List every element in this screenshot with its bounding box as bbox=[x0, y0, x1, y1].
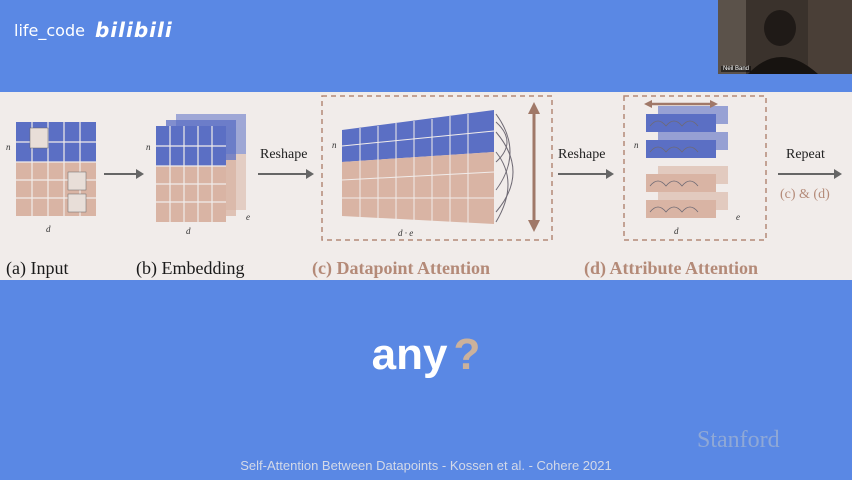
repeat-sub-label: (c) & (d) bbox=[780, 187, 830, 202]
architecture-figure: n d n bbox=[6, 95, 842, 279]
axis-d-b: d bbox=[186, 226, 191, 236]
watermark-user: life_code bbox=[14, 20, 85, 40]
webcam-name: Neil Band bbox=[721, 66, 752, 72]
heading-word: any bbox=[371, 330, 448, 379]
webcam-frame bbox=[718, 0, 852, 74]
stanford-logo: Stanford bbox=[697, 427, 780, 453]
embedding-stack: n d e bbox=[146, 114, 250, 236]
arrow-b-c bbox=[258, 169, 314, 179]
caption-input: (a) Input bbox=[6, 258, 68, 279]
arrow-a-b bbox=[104, 169, 144, 179]
bilibili-watermark: life_code bilibili bbox=[14, 18, 173, 42]
webcam-video: Neil Band bbox=[718, 0, 852, 74]
reshape-label-2: Reshape bbox=[558, 147, 605, 162]
arrow-c-d bbox=[558, 169, 614, 179]
watermark-brand: bilibili bbox=[94, 18, 173, 42]
repeat-label: Repeat bbox=[786, 147, 825, 162]
axis-d-d: d bbox=[674, 226, 679, 236]
caption-embedding: (b) Embedding bbox=[136, 258, 244, 279]
reshape-label-1: Reshape bbox=[260, 147, 307, 162]
axis-n-a: n bbox=[6, 142, 11, 152]
caption-attribute-attention: (d) Attribute Attention bbox=[584, 258, 758, 279]
slide-heading: any? bbox=[0, 330, 852, 380]
axis-e-b: e bbox=[246, 212, 250, 222]
attribute-attention-panel: n d e bbox=[623, 95, 767, 241]
axis-n-c: n bbox=[332, 140, 337, 150]
datapoint-attention-panel: n d · e bbox=[321, 95, 553, 241]
axis-de-c: d · e bbox=[398, 228, 413, 238]
axis-e-d: e bbox=[736, 212, 740, 222]
slide-footer: Self-Attention Between Datapoints - Koss… bbox=[240, 458, 612, 473]
arrow-repeat bbox=[778, 169, 842, 179]
input-grid: n d bbox=[6, 122, 96, 234]
figure-strip: n d n bbox=[0, 92, 852, 280]
axis-n-b: n bbox=[146, 142, 151, 152]
question-mark-icon: ? bbox=[453, 330, 481, 379]
axis-n-d: n bbox=[634, 140, 639, 150]
axis-d-a: d bbox=[46, 224, 51, 234]
caption-datapoint-attention: (c) Datapoint Attention bbox=[312, 258, 490, 279]
